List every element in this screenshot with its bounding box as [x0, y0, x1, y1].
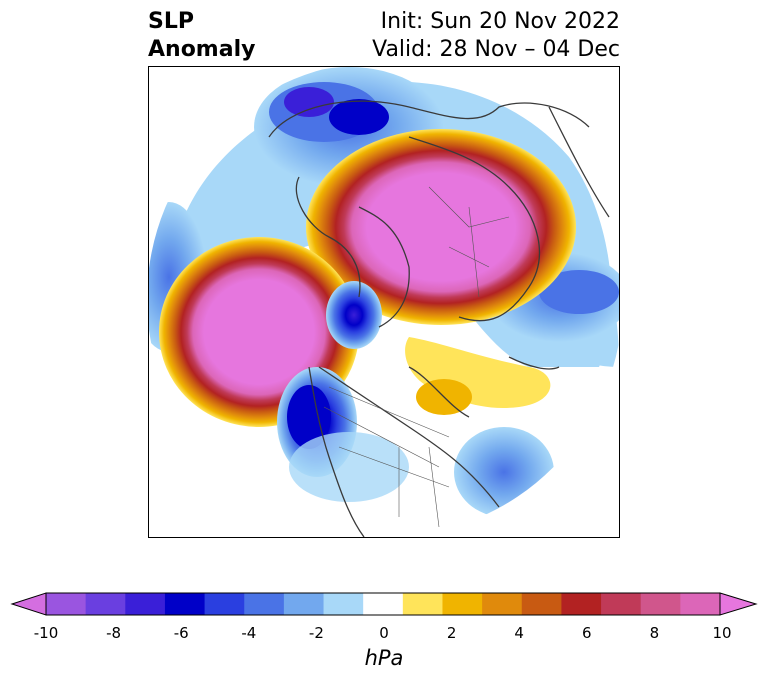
colorbar-segment	[283, 593, 325, 615]
colorbar-frame	[45, 592, 721, 616]
colorbar-segment	[521, 593, 562, 615]
colorbar-segment	[680, 593, 721, 615]
colorbar-tick-label: -4	[241, 624, 257, 642]
colorbar-segment	[482, 593, 523, 615]
colorbar-segment	[363, 593, 404, 615]
colorbar-tick-label: 8	[649, 624, 660, 642]
colorbar-tick-label: -8	[106, 624, 122, 642]
colorbar-segment	[402, 593, 443, 615]
title-line-1: SLP	[148, 9, 194, 34]
colorbar-tick-label: 10	[712, 624, 732, 642]
anomaly-field	[149, 67, 619, 517]
colorbar-tick-label: 6	[582, 624, 592, 642]
colorbar-tick-label: -2	[308, 624, 324, 642]
colorbar-unit: hPa	[364, 646, 404, 670]
coastlines	[268, 100, 610, 537]
title-line-2: Anomaly	[148, 37, 256, 62]
colorbar-segment	[244, 593, 285, 615]
colorbar-tick-label: 0	[379, 624, 389, 642]
colorbar-segment	[640, 593, 681, 615]
colorbar-extend-min	[10, 592, 47, 616]
political-borders	[323, 186, 510, 528]
map-title: SLP Anomaly	[148, 8, 255, 64]
colorbar-segment	[323, 593, 364, 615]
colorbar-tick-label: -6	[173, 624, 189, 642]
forecast-dates: Init: Sun 20 Nov 2022 Valid: 28 Nov – 04…	[372, 8, 620, 64]
colorbar-segment	[164, 593, 206, 615]
slp-anomaly-map	[148, 66, 620, 538]
colorbar-extend-max	[719, 592, 758, 616]
colorbar-segment	[601, 593, 642, 615]
valid-range: Valid: 28 Nov – 04 Dec	[372, 37, 620, 62]
colorbar-segment	[561, 593, 602, 615]
colorbar-segments	[10, 592, 758, 616]
colorbar-tick-label: 4	[514, 624, 524, 642]
colorbar-tick-label: 2	[446, 624, 457, 642]
colorbar-segment	[85, 593, 126, 615]
colorbar-segment	[442, 593, 483, 615]
colorbar-segment	[46, 593, 87, 615]
colorbar-tick-label: -10	[33, 624, 59, 642]
init-date: Init: Sun 20 Nov 2022	[380, 9, 620, 34]
colorbar-segment	[204, 593, 245, 615]
polar-projection-map	[149, 67, 619, 537]
colorbar	[10, 592, 758, 616]
colorbar-segment	[125, 593, 166, 615]
